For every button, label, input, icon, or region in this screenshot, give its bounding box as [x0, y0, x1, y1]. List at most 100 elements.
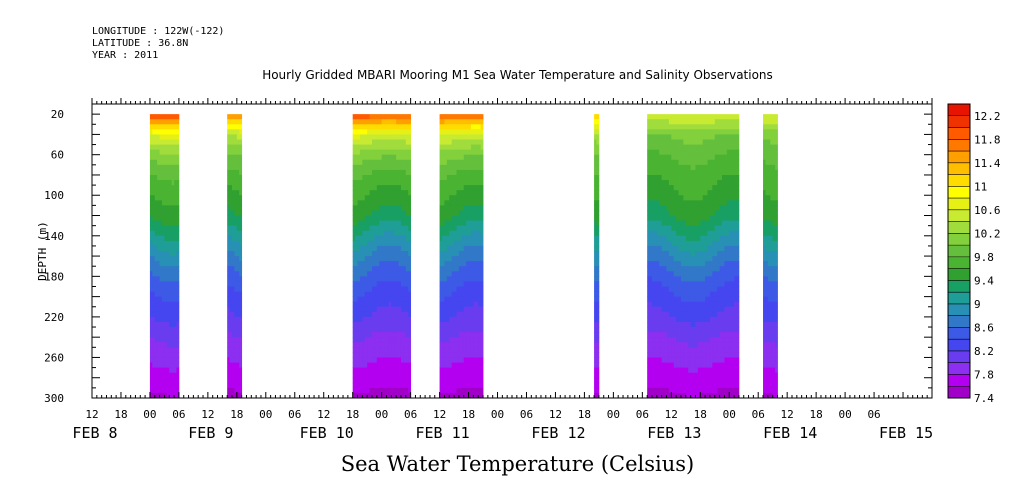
- heatmap-cell-seg3: [439, 367, 443, 374]
- heatmap-cell-seg0: [169, 210, 173, 216]
- heatmap-cell-seg5: [695, 301, 699, 308]
- heatmap-cell-seg2: [369, 190, 373, 196]
- heatmap-cell-seg3: [442, 347, 445, 353]
- heatmap-cell-seg2: [381, 382, 385, 389]
- heatmap-cell-seg3: [456, 291, 460, 298]
- heatmap-cell-seg0: [171, 251, 175, 257]
- year-label: YEAR : 2011: [92, 50, 159, 61]
- heatmap-cell-seg0: [157, 296, 160, 303]
- heatmap-cell-seg0: [162, 149, 165, 156]
- heatmap-cell-seg5: [652, 225, 655, 232]
- heatmap-cell-seg1: [236, 164, 240, 171]
- heatmap-cell-seg0: [162, 387, 165, 394]
- heatmap-cell-seg2: [408, 144, 412, 151]
- heatmap-cell-seg2: [372, 174, 375, 181]
- heatmap-cell-seg2: [376, 205, 380, 211]
- heatmap-cell-seg5: [652, 139, 655, 145]
- heatmap-cell-seg2: [352, 286, 356, 292]
- heatmap-cell-seg5: [649, 362, 653, 368]
- heatmap-cell-seg5: [676, 220, 679, 227]
- heatmap-cell-seg1: [239, 357, 243, 363]
- heatmap-cell-seg3: [446, 235, 450, 242]
- heatmap-cell-seg5: [666, 296, 670, 303]
- heatmap-cell-seg0: [166, 276, 170, 282]
- heatmap-cell-seg4: [594, 220, 597, 227]
- heatmap-cell-seg5: [690, 185, 694, 191]
- heatmap-cell-seg4: [594, 119, 597, 125]
- heatmap-cell-seg5: [693, 190, 696, 196]
- heatmap-cell-seg5: [683, 352, 687, 358]
- heatmap-cell-seg5: [693, 154, 696, 161]
- heatmap-cell-seg2: [388, 256, 392, 262]
- heatmap-cell-seg2: [367, 149, 370, 156]
- heatmap-cell-seg2: [398, 311, 402, 318]
- heatmap-cell-seg0: [162, 367, 165, 374]
- heatmap-cell-seg5: [680, 321, 684, 328]
- heatmap-cell-seg2: [355, 245, 358, 252]
- heatmap-cell-seg5: [666, 266, 670, 272]
- heatmap-cell-seg3: [439, 256, 443, 262]
- heatmap-cell-seg2: [362, 164, 366, 171]
- heatmap-cell-seg5: [709, 332, 713, 338]
- heatmap-cell-seg1: [236, 281, 240, 287]
- heatmap-cell-seg2: [352, 372, 356, 379]
- heatmap-cell-seg5: [690, 271, 694, 277]
- heatmap-cell-seg5: [700, 367, 704, 374]
- heatmap-cell-seg2: [398, 291, 402, 298]
- heatmap-cell-seg3: [456, 200, 460, 206]
- heatmap-cell-seg3: [458, 195, 462, 201]
- heatmap-cell-seg0: [152, 124, 156, 130]
- heatmap-cell-seg0: [166, 261, 170, 267]
- heatmap-cell-seg2: [364, 337, 368, 343]
- heatmap-cell-seg5: [700, 321, 704, 328]
- heatmap-cell-seg0: [157, 382, 160, 389]
- heatmap-cell-seg1: [229, 235, 233, 242]
- heatmap-cell-seg3: [451, 251, 455, 257]
- heatmap-cell-seg2: [355, 332, 358, 338]
- heatmap-cell-seg3: [442, 114, 445, 120]
- heatmap-cell-seg0: [149, 134, 153, 140]
- heatmap-cell-seg3: [444, 190, 448, 196]
- heatmap-cell-seg2: [352, 301, 356, 308]
- heatmap-cell-seg3: [446, 311, 450, 318]
- heatmap-cell-seg5: [676, 316, 679, 323]
- heatmap-cell-seg2: [388, 332, 392, 338]
- heatmap-cell-seg0: [166, 357, 170, 363]
- heatmap-cell-seg2: [398, 261, 402, 267]
- heatmap-cell-seg2: [381, 220, 385, 227]
- heatmap-cell-seg5: [659, 327, 663, 333]
- heatmap-cell-seg3: [461, 205, 465, 211]
- heatmap-cell-seg2: [391, 129, 395, 135]
- heatmap-cell-seg5: [654, 119, 658, 125]
- heatmap-cell-seg0: [157, 200, 160, 206]
- heatmap-cell-seg0: [164, 316, 168, 323]
- heatmap-cell-seg3: [449, 291, 453, 298]
- heatmap-cell-seg1: [236, 332, 240, 338]
- heatmap-cell-seg0: [149, 352, 153, 358]
- heatmap-cell-seg2: [391, 195, 395, 201]
- heatmap-cell-seg5: [678, 159, 682, 166]
- heatmap-cell-seg3: [466, 377, 469, 384]
- heatmap-cell-seg3: [439, 134, 443, 140]
- heatmap-cell-seg2: [362, 337, 366, 343]
- heatmap-cell-seg2: [362, 286, 366, 292]
- heatmap-cell-seg5: [666, 316, 670, 323]
- heatmap-cell-seg3: [439, 149, 443, 156]
- heatmap-cell-seg5: [661, 195, 665, 201]
- heatmap-cell-seg2: [357, 382, 361, 389]
- heatmap-cell-seg5: [685, 362, 689, 368]
- heatmap-cell-seg5: [654, 190, 658, 196]
- heatmap-cell-seg2: [355, 337, 358, 343]
- heatmap-cell-seg2: [391, 306, 395, 313]
- heatmap-cell-seg0: [149, 266, 153, 272]
- heatmap-cell-seg5: [693, 286, 696, 292]
- heatmap-cell-seg1: [236, 154, 240, 161]
- heatmap-cell-seg3: [442, 119, 445, 125]
- heatmap-cell-seg0: [164, 190, 168, 196]
- heatmap-cell-seg5: [683, 190, 687, 196]
- heatmap-cell-seg5: [695, 119, 699, 125]
- heatmap-cell-seg3: [449, 276, 453, 282]
- heatmap-cell-seg2: [376, 367, 380, 374]
- heatmap-cell-seg1: [227, 311, 230, 318]
- heatmap-cell-seg3: [451, 129, 455, 135]
